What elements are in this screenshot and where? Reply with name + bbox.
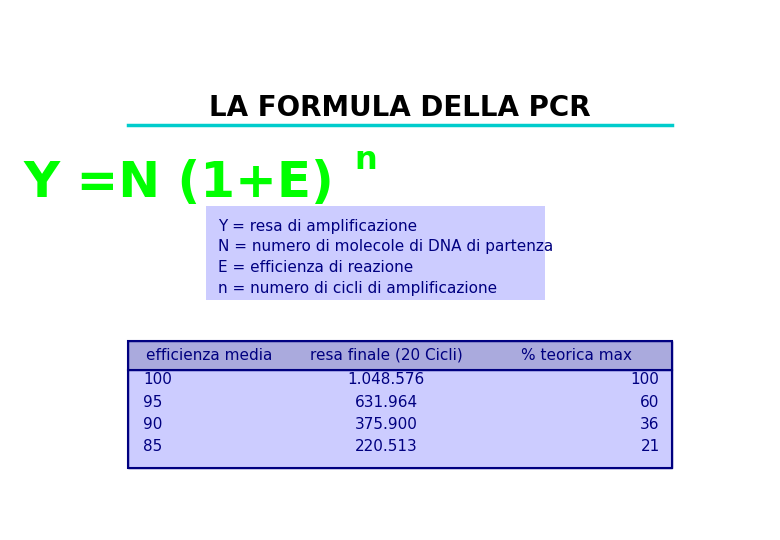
Text: 100: 100 [631,373,660,388]
Text: n: n [354,145,378,176]
FancyBboxPatch shape [206,206,544,300]
Text: 90: 90 [143,416,162,431]
Text: E = efficienza di reazione: E = efficienza di reazione [218,260,413,275]
Text: 100: 100 [143,373,172,388]
Text: 95: 95 [143,395,162,409]
FancyBboxPatch shape [128,341,672,369]
Text: Y = resa di amplificazione: Y = resa di amplificazione [218,219,417,234]
Text: n = numero di cicli di amplificazione: n = numero di cicli di amplificazione [218,281,498,296]
Text: 21: 21 [640,438,660,454]
Text: Y =N (1+E): Y =N (1+E) [23,159,351,207]
Text: 60: 60 [640,395,660,409]
FancyBboxPatch shape [128,369,672,468]
Text: N = numero di molecole di DNA di partenza: N = numero di molecole di DNA di partenz… [218,239,554,254]
Text: 631.964: 631.964 [355,395,418,409]
Text: 1.048.576: 1.048.576 [348,373,425,388]
Text: % teorica max: % teorica max [521,348,632,363]
Text: resa finale (20 Cicli): resa finale (20 Cicli) [310,348,463,363]
Text: LA FORMULA DELLA PCR: LA FORMULA DELLA PCR [209,94,590,122]
Text: 375.900: 375.900 [355,416,417,431]
Text: 36: 36 [640,416,660,431]
Text: 220.513: 220.513 [355,438,417,454]
Text: efficienza media: efficienza media [146,348,272,363]
Text: 85: 85 [143,438,162,454]
